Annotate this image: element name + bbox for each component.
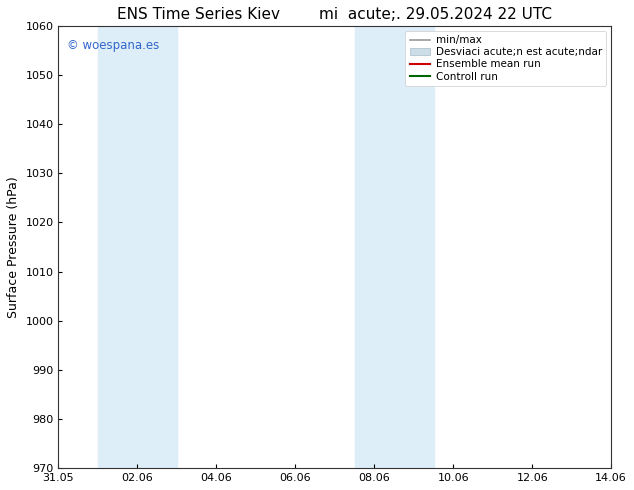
- Bar: [98, 26, 177, 468]
- Legend: min/max, Desviaci acute;n est acute;ndar, Ensemble mean run, Controll run: min/max, Desviaci acute;n est acute;ndar…: [405, 31, 606, 86]
- Y-axis label: Surface Pressure (hPa): Surface Pressure (hPa): [7, 176, 20, 318]
- Title: ENS Time Series Kiev        mi  acute;. 29.05.2024 22 UTC: ENS Time Series Kiev mi acute;. 29.05.20…: [117, 7, 552, 22]
- Text: © woespana.es: © woespana.es: [67, 39, 159, 52]
- Bar: [354, 26, 434, 468]
